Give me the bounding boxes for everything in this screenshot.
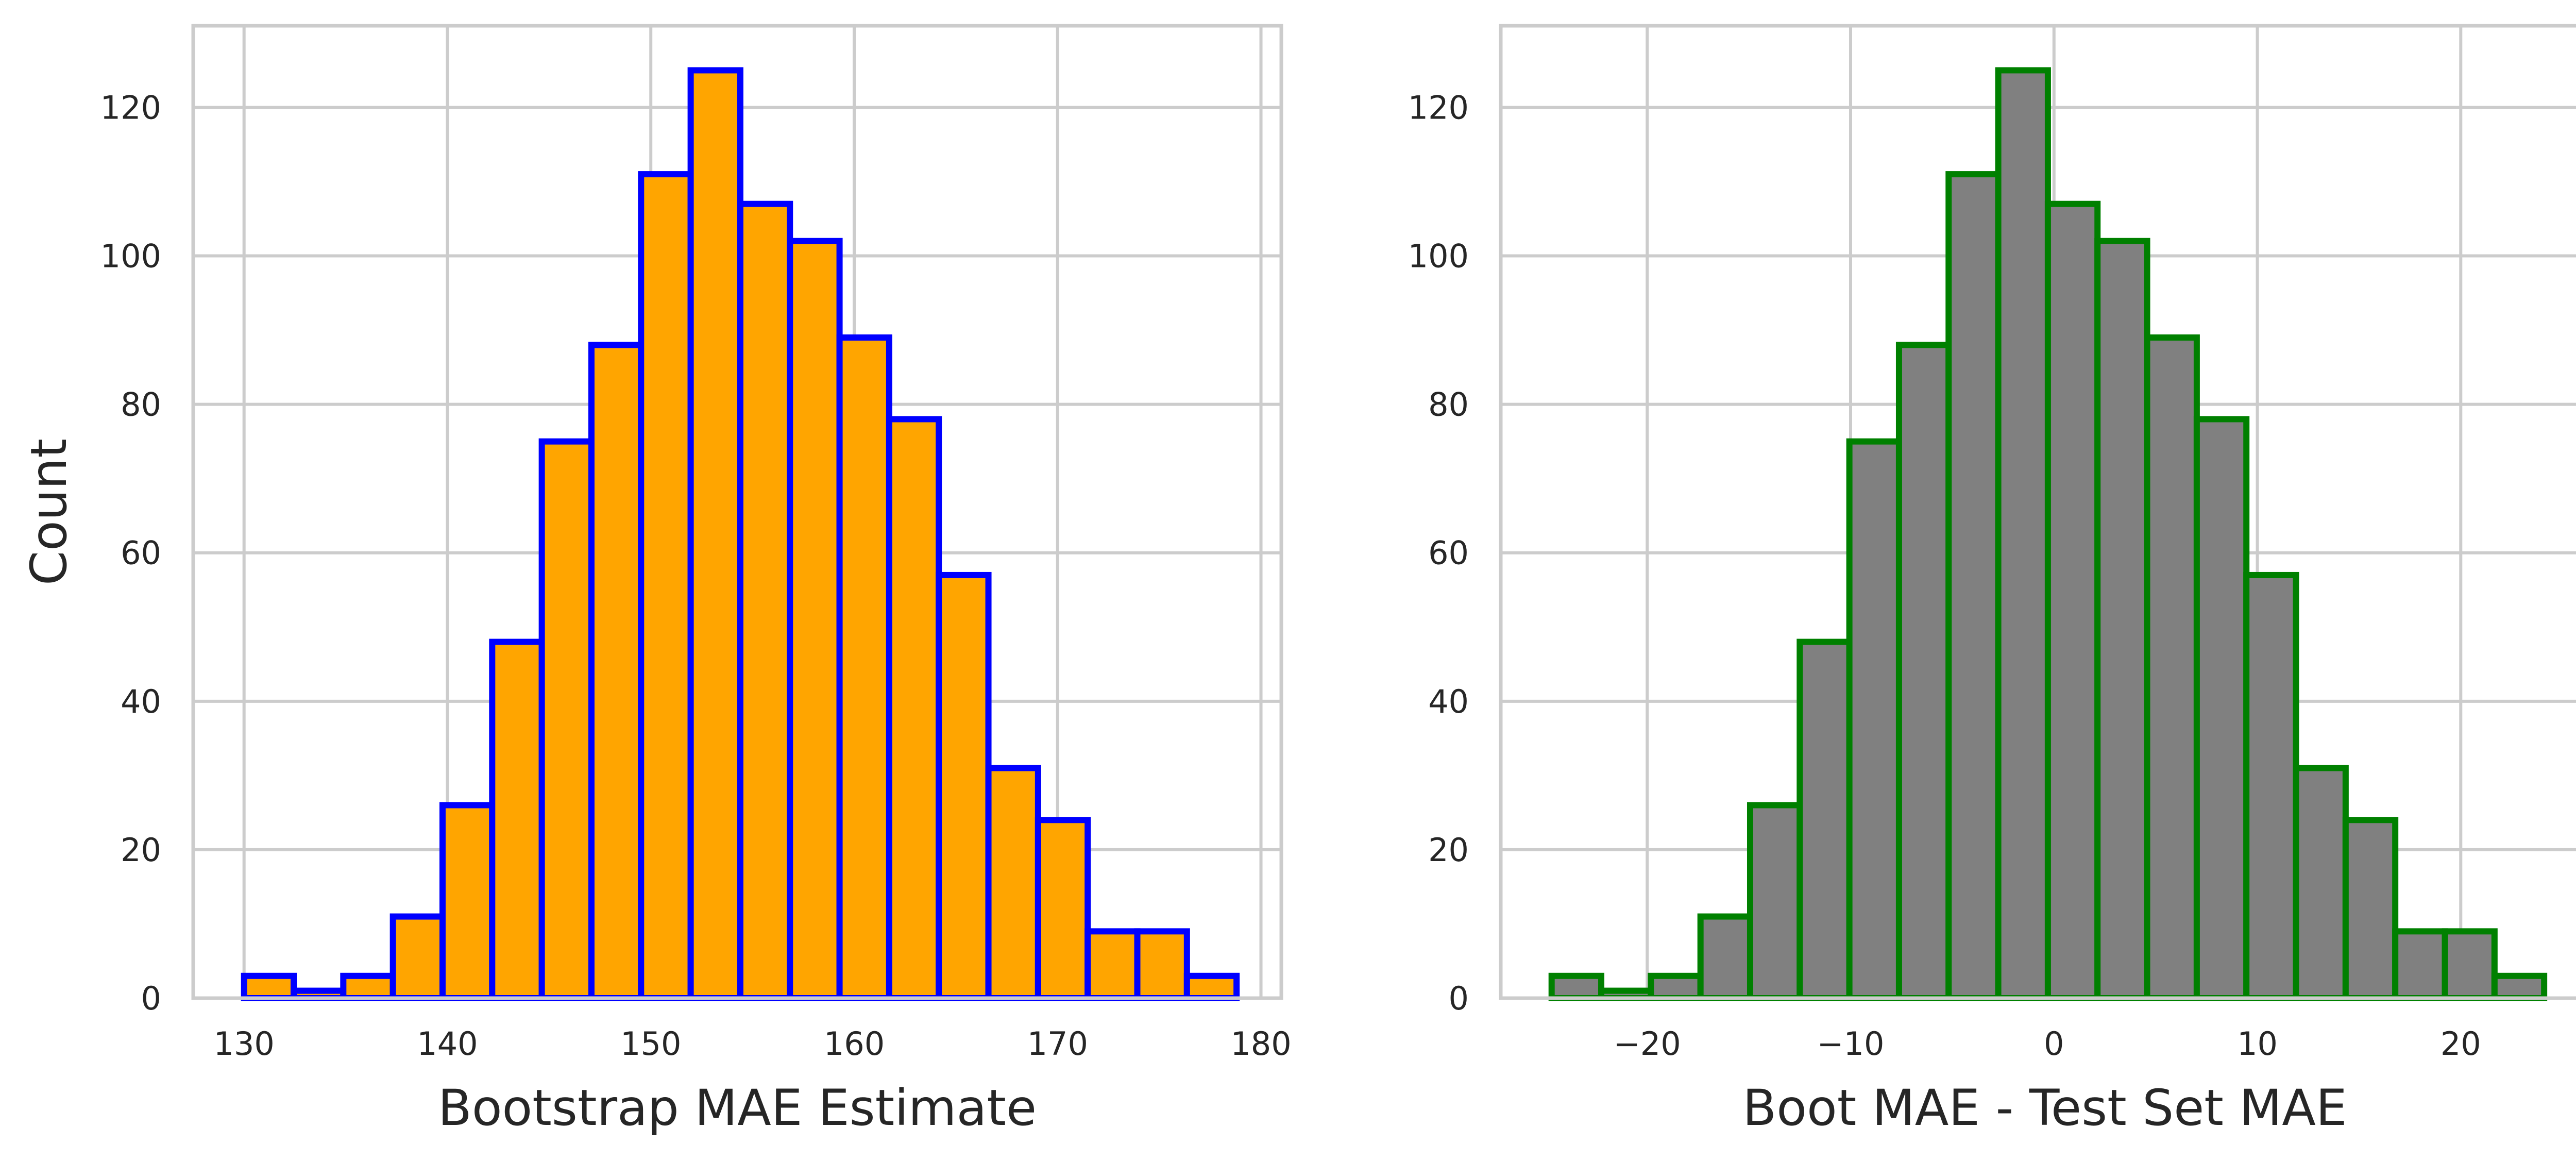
histogram-bar xyxy=(2293,765,2349,1001)
y-tick-label: 80 xyxy=(121,386,161,424)
axes-frame xyxy=(191,24,1283,1000)
x-axis-label: Boot MAE - Test Set MAE xyxy=(1742,1079,2347,1137)
histogram-bar xyxy=(1747,802,1803,1002)
histogram-bar xyxy=(1995,67,2051,1001)
y-tick-label: 120 xyxy=(100,89,161,126)
histogram-bar xyxy=(588,342,645,1001)
y-tick-label: 0 xyxy=(141,980,161,1017)
x-tick-label: 150 xyxy=(620,1025,681,1063)
histogram-bar xyxy=(1548,972,1605,1001)
y-axis-label: Count xyxy=(20,439,78,585)
y-tick-label: 0 xyxy=(1449,980,1469,1017)
panel-boot-minus-test-mae: 0 20 40 60 80 100 120 −20 −10 0 10 20 Boot MAE - Tes… xyxy=(1408,24,2576,1137)
histogram-bar xyxy=(886,416,942,1001)
histogram-bar xyxy=(2144,334,2200,1002)
axes-frame xyxy=(1499,24,2576,1000)
x-tick-label: 0 xyxy=(2044,1025,2064,1063)
histogram-bar xyxy=(638,171,694,1002)
histogram-bar xyxy=(1648,972,1704,1001)
histogram-bar xyxy=(787,238,843,1002)
y-tick-label: 40 xyxy=(1428,683,1469,720)
histogram-bar xyxy=(2491,972,2548,1001)
y-tick-label: 40 xyxy=(121,683,161,720)
x-tick-label: −10 xyxy=(1817,1025,1885,1063)
histogram-bar xyxy=(2392,928,2448,1001)
histogram-bar xyxy=(1035,817,1091,1001)
histogram-bar xyxy=(1134,928,1190,1001)
histogram-bar xyxy=(1945,171,2002,1002)
histogram-bar xyxy=(1895,342,1952,1001)
y-tick-label: 100 xyxy=(100,238,161,275)
histogram-bar xyxy=(2442,928,2498,1001)
histogram-bar xyxy=(389,913,446,1001)
panel-bootstrap-mae: 0 20 40 60 80 100 120 130 140 150 160 170 180 Bootstr… xyxy=(20,24,1292,1137)
histogram-bar xyxy=(2094,238,2150,1002)
y-tick-label: 60 xyxy=(121,534,161,572)
histogram-bar xyxy=(836,334,892,1002)
x-tick-label: 160 xyxy=(824,1025,885,1063)
histogram-bar xyxy=(985,765,1041,1001)
histogram-bar xyxy=(1846,438,1902,1001)
x-tick-label: 10 xyxy=(2237,1025,2278,1063)
x-tick-label: 170 xyxy=(1027,1025,1088,1063)
x-tick-label: 20 xyxy=(2441,1025,2481,1063)
histogram-bar xyxy=(1183,972,1240,1001)
histogram-bar xyxy=(1797,638,1853,1002)
histogram-bar xyxy=(241,972,297,1001)
histogram-bar xyxy=(538,438,595,1001)
y-tick-label: 80 xyxy=(1428,386,1469,424)
histogram-bar xyxy=(936,571,992,1002)
histogram-bar xyxy=(489,638,545,1002)
histogram-bar xyxy=(2342,817,2399,1001)
x-tick-label: 140 xyxy=(417,1025,478,1063)
y-tick-label: 120 xyxy=(1408,89,1469,126)
histogram-bar xyxy=(2243,571,2299,1002)
histogram-bar xyxy=(1084,928,1141,1001)
x-tick-label: −20 xyxy=(1614,1025,1681,1063)
histogram-bar xyxy=(2193,416,2250,1001)
x-tick-label: 180 xyxy=(1230,1025,1291,1063)
x-axis-label: Bootstrap MAE Estimate xyxy=(438,1079,1037,1137)
histogram-bar xyxy=(1697,913,1753,1001)
histogram-bar xyxy=(2044,200,2101,1001)
y-tick-label: 20 xyxy=(121,831,161,869)
histogram-bar xyxy=(687,67,743,1001)
histogram-bar xyxy=(340,972,396,1001)
y-tick-label: 20 xyxy=(1428,831,1469,869)
x-tick-label: 130 xyxy=(214,1025,275,1063)
y-tick-label: 100 xyxy=(1408,238,1469,275)
histogram-bar xyxy=(737,200,793,1001)
y-tick-label: 60 xyxy=(1428,534,1469,572)
histogram-bar xyxy=(439,802,496,1002)
